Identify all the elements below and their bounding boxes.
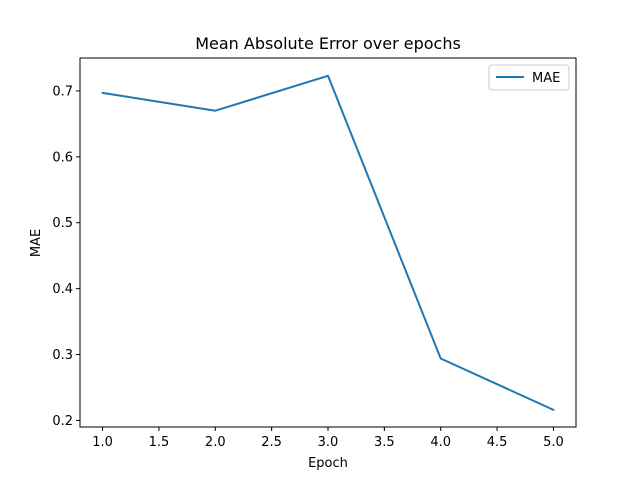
legend: MAE <box>488 64 570 91</box>
x-tick-label: 4.5 <box>487 435 508 450</box>
y-tick-label: 0.4 <box>52 282 73 297</box>
y-axis-ticks: 0.2 0.3 0.4 0.5 0.6 0.7 <box>52 84 80 429</box>
x-tick-label: 1.5 <box>149 435 170 450</box>
plot-area: 1.0 1.5 2.0 2.5 3.0 3.5 4.0 4.5 5.0 0.2 0.3 0.4 0.5… <box>52 57 577 450</box>
x-tick-label: 1.0 <box>92 435 113 450</box>
x-tick-label: 3.0 <box>318 435 339 450</box>
series-layer <box>101 74 555 411</box>
x-tick-label: 2.5 <box>261 435 282 450</box>
y-tick-label: 0.5 <box>52 216 73 231</box>
legend-label-mae: MAE <box>532 71 560 86</box>
y-axis-label: MAE <box>29 229 44 257</box>
x-tick-label: 3.5 <box>374 435 395 450</box>
x-axis-label: Epoch <box>308 456 348 471</box>
legend-box <box>488 64 570 91</box>
y-tick-label: 0.7 <box>52 84 73 99</box>
x-tick-label: 4.0 <box>430 435 451 450</box>
chart-title: Mean Absolute Error over epochs <box>195 34 461 53</box>
y-tick-label: 0.6 <box>52 150 73 165</box>
axes-frame <box>79 57 577 428</box>
x-tick-label: 2.0 <box>205 435 226 450</box>
y-tick-label: 0.2 <box>52 414 73 429</box>
x-axis-ticks: 1.0 1.5 2.0 2.5 3.0 3.5 4.0 4.5 5.0 <box>92 427 564 450</box>
y-tick-label: 0.3 <box>52 348 73 363</box>
x-tick-label: 5.0 <box>543 435 564 450</box>
